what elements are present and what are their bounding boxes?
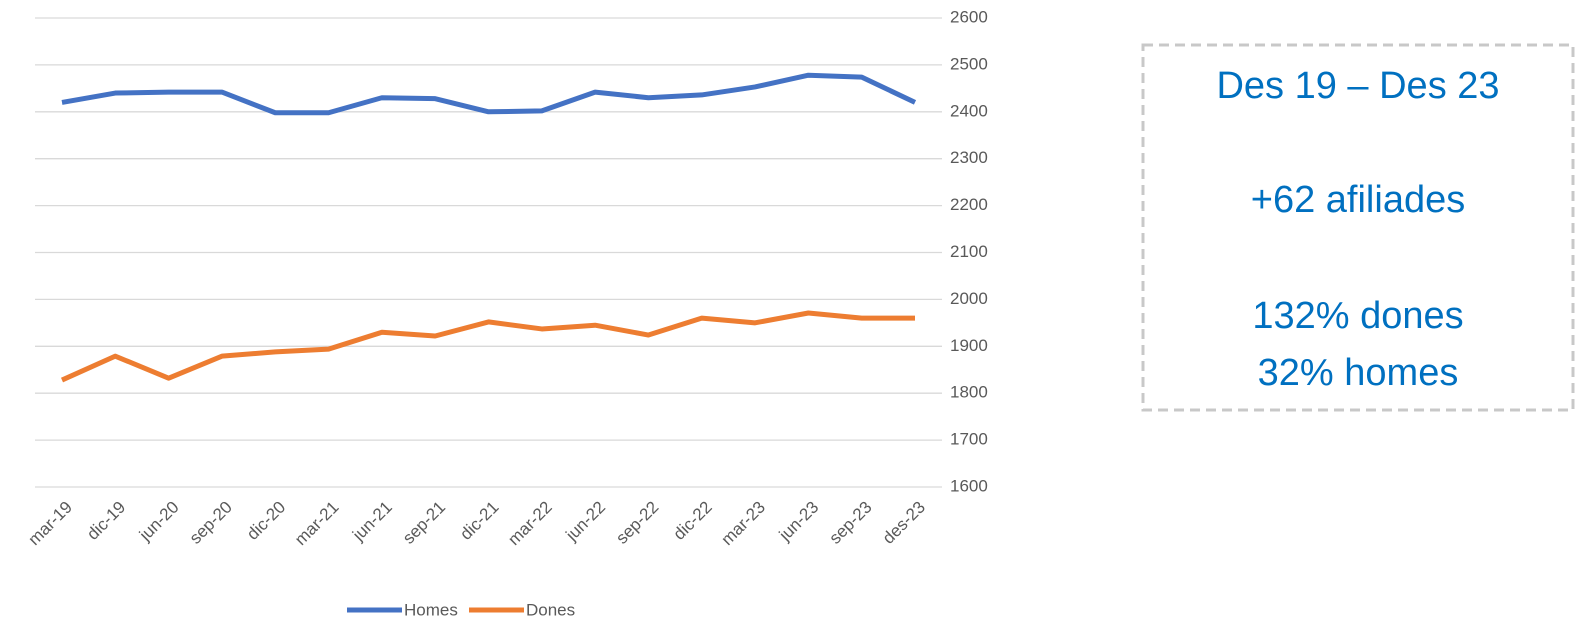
annotation: 32% homes [1258,352,1459,394]
x-tick-label: dic-20 [243,498,289,544]
y-tick-label: 2200 [950,195,988,214]
x-tick-label: dic-22 [670,498,716,544]
annotation-box [1141,43,1575,412]
legend-label: Dones [526,600,575,619]
x-tick-label: sep-21 [399,498,449,548]
line-series [60,310,915,383]
y-tick-label: 2300 [950,148,988,167]
x-tick-label: des-23 [879,498,929,548]
y-tick-label: 2000 [950,289,988,308]
x-tick-label: sep-20 [186,498,236,548]
x-tick-label: jun-20 [135,498,183,546]
y-tick-label: 1900 [950,336,988,355]
annotation: 132% dones [1252,295,1463,337]
x-tick-label: dic-19 [83,498,129,544]
y-tick-label: 2100 [950,242,988,261]
x-tick-label: jun-21 [348,498,396,546]
annotation: +62 afiliades [1251,179,1465,221]
legend-label: Homes [404,600,458,619]
y-tick-label: 1700 [950,430,988,449]
line-series [61,72,917,116]
y-tick-label: 2500 [950,54,988,73]
x-tick-label: sep-23 [825,498,875,548]
x-tick-label: jun-23 [775,498,823,546]
x-tick-label: mar-21 [291,498,343,550]
y-tick-label: 1600 [950,476,988,495]
y-tick-label: 2400 [950,101,988,120]
x-tick-label: mar-23 [718,498,770,550]
x-tick-label: dic-21 [456,498,502,544]
y-tick-label: 2600 [950,7,988,26]
x-tick-label: sep-22 [612,498,662,548]
y-tick-label: 1800 [950,383,988,402]
x-tick-label: jun-22 [562,498,610,546]
x-tick-label: mar-19 [24,498,76,550]
annotation: Des 19 – Des 23 [1216,65,1499,107]
x-tick-label: mar-22 [504,498,556,550]
